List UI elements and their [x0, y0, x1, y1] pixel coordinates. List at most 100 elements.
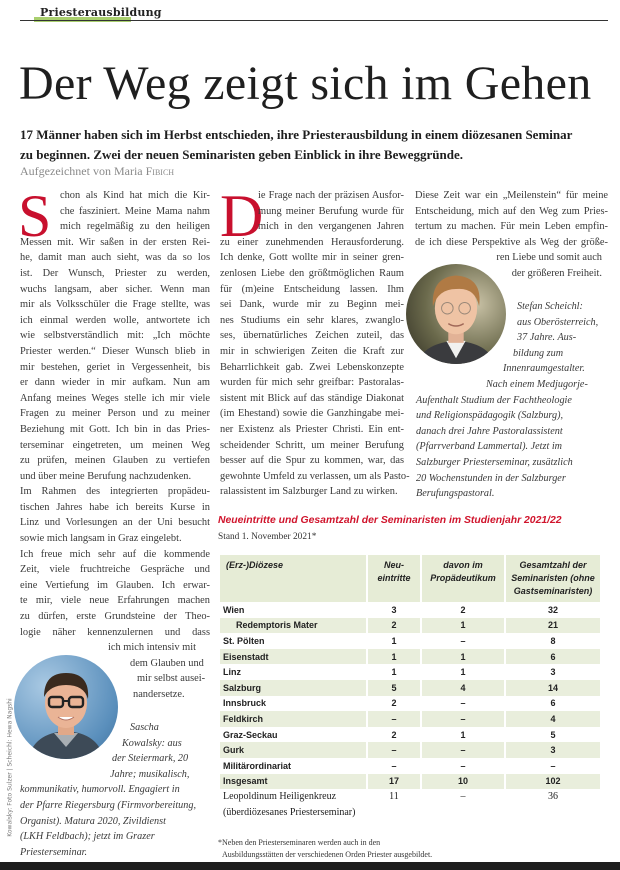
caption-line: 37 Jahre. Aus-: [517, 332, 577, 344]
photo-credit: Kowalsky: Foto Sulzer | Scheichl: Hewa N…: [6, 698, 14, 837]
person-photo-icon: [417, 275, 495, 364]
body-line: eine Vertiefung im Glauben. Ich erwar-: [20, 579, 210, 591]
caption-line: (LKH Feldbach); jetzt im Grazer: [20, 831, 155, 843]
body-line: mung meiner Berufung wurde für: [258, 205, 404, 217]
cell-value: 17: [368, 773, 420, 790]
table-row: Militärordinariat – – –: [220, 758, 600, 774]
body-line: tischen Jahres habe ich bereits Kurse in: [20, 501, 210, 513]
cell-value: –: [422, 742, 504, 758]
cell-value: 102: [506, 773, 600, 790]
person-photo-icon: [28, 673, 104, 759]
body-line: he, damit man auch sieht, was da so los: [20, 252, 210, 264]
body-line: mir als Volksschüler die Frage stellte, …: [20, 299, 210, 311]
cell-value: 3: [391, 604, 397, 615]
body-line: Beharrlichkeit gab. Zwei Lebenskonzepte: [220, 361, 404, 373]
table-row: Linz 1 1 3: [220, 664, 600, 680]
table-row: Redemptoris Mater 2 1 21: [220, 617, 600, 634]
row-label: Feldkirch: [220, 711, 366, 727]
cell-value: 5: [550, 729, 556, 740]
dropcap-d: D: [220, 183, 264, 249]
column-1-text: chon als Kind hat mich die Kir-che faszi…: [20, 188, 210, 703]
table-row: Leopoldinum Heiligenkreuz 11 – 36: [220, 789, 600, 805]
cell-value: 1: [422, 617, 504, 634]
body-line: ist. Der Wunsch, Priester zu werden,: [20, 267, 210, 279]
body-line: wie selbstverständlich mit: „Ich möchte: [20, 330, 210, 342]
row-label: Militärordinariat: [223, 760, 292, 771]
cell-value: 6: [550, 698, 556, 709]
table-row: Eisenstadt 1 1 6: [220, 648, 600, 665]
cell-value: 4: [506, 711, 600, 727]
cell-value: 2: [460, 604, 466, 615]
body-line: terseminar eingetreten, um meinen Weg: [20, 439, 210, 451]
article-title: Der Weg zeigt sich im Gehen: [19, 57, 592, 110]
cell-value: 2: [391, 729, 397, 740]
caption-line: Kowalsky: aus: [122, 737, 182, 749]
row-label: Gurk: [220, 742, 366, 758]
column-2-text: ie Frage nach der präzisen Ausfor-mung m…: [220, 188, 410, 500]
body-line: te mir, viele neue Erfahrungen machen: [20, 595, 210, 607]
body-line: ie Frage nach der präzisen Ausfor-: [258, 190, 404, 201]
body-line: Zeit, viele fruchtreiche Gespräche und: [20, 564, 210, 576]
body-line: sowie mich langsam in Graz eingelebt.: [20, 533, 182, 545]
cell-value: 1: [391, 635, 397, 646]
table-subtitle: Stand 1. November 2021*: [218, 532, 317, 542]
cell-value: 11: [389, 791, 399, 803]
row-label: Redemptoris Mater: [220, 617, 366, 634]
section-rule: [20, 20, 608, 21]
body-line: ren Liebe und somit auch: [496, 252, 602, 264]
cell-value: 1: [460, 729, 466, 740]
body-line: gewohnte Umfeld zu verlassen, um als Pas…: [220, 470, 410, 482]
cell-value: 3: [550, 667, 556, 678]
body-line: ich mich intensiv mit: [108, 642, 197, 654]
body-line: dem Glauben und: [130, 657, 204, 669]
cell-value: 14: [506, 679, 600, 696]
cell-value: 3: [506, 742, 600, 758]
cell-value: –: [460, 698, 466, 709]
portrait-sascha-kowalsky: [14, 655, 118, 759]
body-line: er dann wieder in mir aufkam. Nun am: [20, 377, 210, 389]
caption-line: aus Oberösterreich,: [517, 316, 599, 328]
caption-line: und Religionspädagogik (Salzburg),: [416, 410, 564, 422]
body-line: nes Studiums ein sehr klares, zwanglo-: [220, 314, 404, 326]
caption-line: Innenraumgestalter.: [503, 363, 585, 375]
cell-value: [506, 805, 600, 821]
row-label: Linz: [223, 667, 241, 678]
body-line: Ich denke, Gott wollte mir in seiner gre…: [220, 252, 404, 264]
cell-value: 8: [550, 635, 556, 646]
body-line: zu einer zunehmenden Herausforderung.: [220, 236, 404, 248]
caption-line: kommunikativ, humorvoll. Engagiert in: [20, 784, 180, 796]
caption-line: (Pfarrverband Lammertal). Jetzt im: [416, 441, 563, 453]
caption-line: Nach einem Medjugorje-: [486, 379, 588, 390]
body-line: mich regelmäßig zu den heiligen: [60, 221, 210, 233]
caption-line: Sascha: [130, 722, 159, 733]
cell-value: 21: [506, 617, 600, 634]
portrait-stefan-scheichl: [406, 264, 506, 364]
header-neueintritte: Neu- eintritte: [368, 555, 420, 602]
bottom-bar: [0, 862, 620, 870]
table-row: Gurk – –3: [220, 742, 600, 758]
section-label: Priesterausbildung: [40, 6, 162, 19]
row-label: Graz-Seckau: [223, 729, 278, 740]
cell-value: –: [550, 760, 556, 771]
row-label: Innsbruck: [223, 698, 267, 709]
table-row: Graz-Seckau 2 1 5: [220, 727, 600, 743]
caption-line: Priesterseminar.: [20, 846, 88, 858]
row-label: Eisenstadt: [220, 648, 366, 665]
body-line: wurden für mich sehr greifbar: Pastorala…: [220, 377, 404, 389]
row-label: (überdiözesanes Priesterseminar): [223, 807, 356, 819]
body-line: Priester werden.“ Dieser Wunsch blieb in: [20, 345, 210, 357]
body-line: Ich freue mich sehr auf die kommende: [20, 548, 210, 560]
table-title: Neueintritte und Gesamtzahl der Seminari…: [218, 515, 562, 526]
caption-line: Jahre; musikalisch,: [110, 768, 190, 780]
body-line: und über meine Berufung nachzudenken.: [20, 470, 192, 482]
body-line: Messen mit. Wir saßen in der ersten Rei-: [20, 236, 210, 248]
cell-value: [368, 805, 420, 821]
body-line: zenlosen Liebe den größtmöglichen Raum: [220, 267, 404, 279]
cell-value: –: [460, 791, 466, 803]
cell-value: 5: [368, 679, 420, 696]
table-row: Innsbruck 2 – 6: [220, 696, 600, 712]
cell-value: –: [368, 711, 420, 727]
dropcap-s: S: [18, 183, 52, 249]
body-line: logie näher kennenzulernen und dass: [20, 626, 210, 638]
body-line: wuchs langsam, aber sicher. Wenn man: [20, 283, 210, 295]
